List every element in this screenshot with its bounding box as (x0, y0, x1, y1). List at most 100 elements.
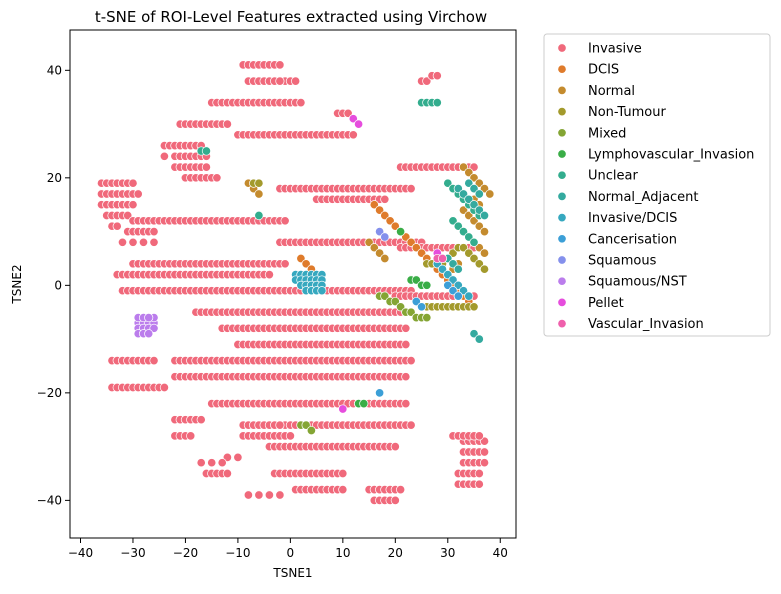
x-tick-label: 0 (287, 546, 295, 560)
data-point (275, 420, 285, 430)
x-axis: −40 −30 −20 −10 0 10 20 30 40 (68, 538, 508, 560)
data-point (254, 490, 264, 500)
data-point (437, 264, 448, 274)
data-point (144, 313, 154, 323)
series-Vascular_Invasion (432, 253, 448, 264)
series-Invasive/DCIS (291, 259, 474, 301)
data-point (296, 98, 306, 108)
data-point (285, 431, 295, 441)
data-point (275, 60, 285, 70)
data-point (264, 490, 274, 500)
data-point (222, 119, 232, 129)
data-point (401, 339, 411, 350)
data-point (401, 323, 411, 333)
data-point (196, 458, 206, 468)
data-point (369, 243, 379, 253)
legend-entry: Normal (557, 84, 635, 99)
data-point (354, 119, 364, 129)
data-point (217, 458, 227, 468)
series-Normal_Adjacent (443, 178, 490, 344)
data-point (401, 372, 411, 382)
legend-label: Mixed (588, 126, 626, 141)
legend-label: Squamous (588, 254, 657, 269)
data-point (254, 210, 264, 221)
legend-marker (557, 191, 567, 201)
data-point (275, 490, 285, 500)
legend-marker (557, 297, 567, 307)
legend-entry: Normal_Adjacent (557, 190, 699, 205)
data-point (222, 468, 232, 479)
legend-marker (557, 170, 567, 180)
data-point (406, 420, 416, 430)
data-point (448, 286, 458, 296)
data-point (458, 227, 469, 237)
data-point (201, 162, 211, 172)
data-point (479, 210, 490, 221)
data-point (422, 313, 432, 323)
chart-title: t-SNE of ROI-Level Features extracted us… (95, 8, 487, 26)
data-point (406, 356, 416, 366)
data-point (469, 302, 479, 312)
legend-marker (557, 64, 567, 74)
data-point (159, 151, 169, 161)
data-point (469, 237, 479, 247)
data-point (380, 232, 390, 242)
legend-marker (557, 213, 567, 223)
legend-label: Cancerisation (588, 232, 677, 247)
data-point (149, 323, 159, 333)
data-point (417, 302, 427, 312)
data-point (186, 431, 196, 441)
data-point (469, 184, 479, 194)
data-point (301, 259, 311, 269)
data-point (479, 447, 490, 457)
legend-marker (557, 234, 567, 244)
legend-label: Invasive/DCIS (588, 211, 677, 226)
series-Mixed (296, 291, 432, 436)
x-tick-label: −20 (173, 546, 198, 560)
legend-entry: Invasive/DCIS (557, 211, 677, 226)
data-point (338, 468, 348, 479)
legend-label: Lymphovascular_Invasion (588, 148, 754, 163)
series-Lymphovascular_Invasion (354, 227, 432, 409)
data-point (280, 259, 290, 269)
data-point (112, 221, 122, 231)
series-Squamous (375, 227, 390, 242)
data-point (411, 243, 421, 253)
legend-items: Invasive DCIS Normal Non-Tumour Mixed Lymphov… (557, 42, 754, 332)
data-point (338, 404, 348, 414)
data-point (149, 237, 159, 247)
y-tick-label: 40 (47, 63, 62, 77)
legend-marker (557, 85, 567, 95)
data-point (243, 490, 253, 500)
data-point (348, 130, 358, 140)
data-point (317, 286, 327, 296)
data-point (396, 485, 406, 495)
y-axis: −40 −20 0 20 40 (37, 63, 70, 507)
legend-entry: Cancerisation (557, 232, 677, 247)
data-point (390, 442, 400, 452)
data-point (138, 237, 149, 247)
data-point (464, 291, 474, 301)
x-tick-label: 30 (440, 546, 455, 560)
data-point (207, 458, 217, 468)
x-tick-label: −40 (68, 546, 93, 560)
data-point (479, 227, 490, 237)
legend-entry: Non-Tumour (557, 105, 666, 120)
data-point (201, 146, 211, 156)
legend-entry: Squamous/NST (557, 275, 687, 290)
legend-frame (543, 33, 771, 337)
legend-label: Normal (588, 84, 635, 99)
data-point (128, 237, 138, 247)
data-point (128, 178, 138, 188)
legend-label: Vascular_Invasion (588, 317, 704, 332)
data-point (301, 420, 311, 430)
data-point (479, 248, 490, 258)
legend-label: Invasive (588, 42, 642, 57)
data-point (254, 189, 264, 199)
legend-marker (557, 255, 567, 265)
legend-entry: Vascular_Invasion (557, 317, 704, 332)
data-point (474, 431, 484, 441)
legend-label: Non-Tumour (588, 105, 666, 120)
